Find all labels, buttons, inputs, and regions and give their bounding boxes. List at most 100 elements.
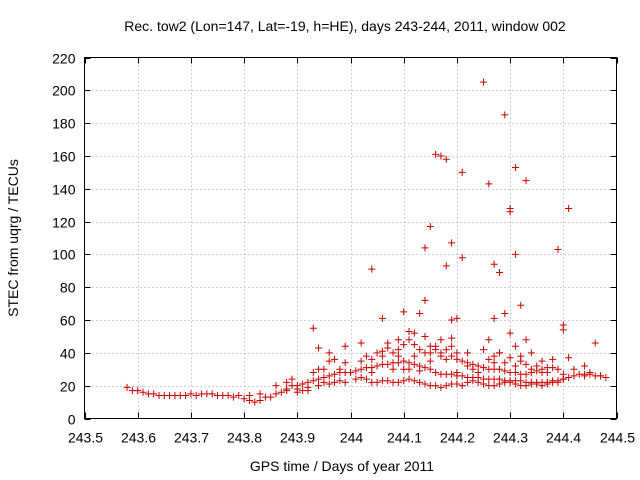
data-point	[490, 314, 498, 322]
data-point	[448, 239, 456, 247]
data-point	[235, 392, 243, 400]
data-point	[336, 365, 344, 373]
data-point	[432, 342, 440, 350]
x-tick-label: 244	[340, 430, 364, 446]
data-point	[522, 360, 530, 368]
data-point	[453, 349, 461, 357]
data-point	[272, 382, 280, 390]
data-point	[394, 359, 402, 367]
data-point	[522, 177, 530, 185]
data-point	[421, 332, 429, 340]
x-axis-label: GPS time / Days of year 2011	[250, 458, 434, 474]
data-point	[437, 352, 445, 360]
y-tick-label: 60	[60, 313, 76, 329]
data-point	[368, 369, 376, 377]
data-point	[426, 357, 434, 365]
data-point	[543, 380, 551, 388]
data-point	[400, 357, 408, 365]
data-point	[464, 378, 472, 386]
data-point	[480, 346, 487, 354]
data-point	[442, 262, 450, 270]
data-point	[453, 314, 461, 322]
x-tick-label: 243.5	[68, 430, 103, 446]
data-point	[554, 378, 562, 386]
data-point	[458, 254, 466, 262]
data-point	[325, 357, 333, 365]
data-point	[357, 373, 365, 381]
data-point	[410, 377, 418, 385]
tick-labels: 243.5 243.6 243.7 243.8 243.9 244 244.1 244.2 24…	[52, 51, 635, 446]
data-point	[480, 78, 487, 86]
data-point	[559, 326, 567, 334]
data-points	[123, 78, 610, 406]
data-point	[421, 244, 429, 252]
data-point	[538, 382, 546, 390]
data-point	[448, 316, 456, 324]
data-point	[315, 382, 323, 390]
data-point	[309, 324, 317, 332]
data-point	[437, 336, 445, 344]
data-point	[549, 355, 557, 363]
data-point	[495, 380, 503, 388]
data-point	[357, 357, 365, 365]
data-point	[405, 365, 413, 373]
data-point	[341, 342, 349, 350]
data-point	[315, 344, 323, 352]
x-tick-label: 243.8	[227, 430, 262, 446]
y-tick-label: 0	[68, 412, 76, 428]
data-point	[517, 352, 525, 360]
data-point	[320, 378, 328, 386]
data-point	[416, 378, 424, 386]
data-point	[490, 382, 498, 390]
data-point	[511, 362, 519, 370]
data-point	[448, 352, 456, 360]
data-point	[474, 362, 482, 370]
data-point	[442, 346, 450, 354]
data-point	[511, 380, 519, 388]
y-tick-label: 20	[60, 379, 76, 395]
data-point	[474, 378, 482, 386]
data-point	[347, 369, 354, 377]
data-point	[304, 387, 312, 395]
x-tick-label: 243.7	[174, 430, 209, 446]
y-tick-label: 100	[52, 247, 76, 263]
data-point	[325, 380, 333, 388]
data-point	[538, 357, 546, 365]
data-point	[464, 349, 472, 357]
data-point	[490, 359, 498, 367]
data-point	[432, 150, 440, 158]
data-point	[511, 163, 519, 171]
data-point	[480, 364, 487, 372]
data-point	[229, 393, 237, 401]
x-tick-label: 244.1	[387, 430, 422, 446]
data-point	[485, 180, 493, 188]
axis-ticks	[84, 57, 618, 420]
data-point	[501, 309, 509, 317]
chart-title: Rec. tow2 (Lon=147, Lat=-19, h=HE), days…	[124, 18, 566, 34]
data-point	[352, 367, 360, 375]
data-point	[570, 365, 578, 373]
y-tick-label: 40	[60, 346, 76, 362]
data-point	[331, 378, 339, 386]
data-point	[325, 349, 333, 357]
data-point	[405, 375, 413, 383]
data-point	[453, 369, 461, 377]
data-point	[421, 364, 429, 372]
data-point	[522, 370, 530, 378]
data-point	[400, 377, 408, 385]
data-point	[134, 387, 142, 395]
data-point	[267, 393, 275, 401]
data-point	[341, 378, 349, 386]
y-axis-label: STEC from uqrg / TECUs	[5, 159, 21, 317]
data-point	[384, 377, 392, 385]
data-point	[554, 365, 562, 373]
data-point	[394, 352, 402, 360]
data-point	[506, 354, 514, 362]
x-tick-label: 243.9	[280, 430, 315, 446]
data-point	[357, 365, 365, 373]
data-point	[490, 260, 498, 268]
data-point	[485, 355, 493, 363]
data-point	[522, 336, 530, 344]
data-point	[410, 360, 418, 368]
